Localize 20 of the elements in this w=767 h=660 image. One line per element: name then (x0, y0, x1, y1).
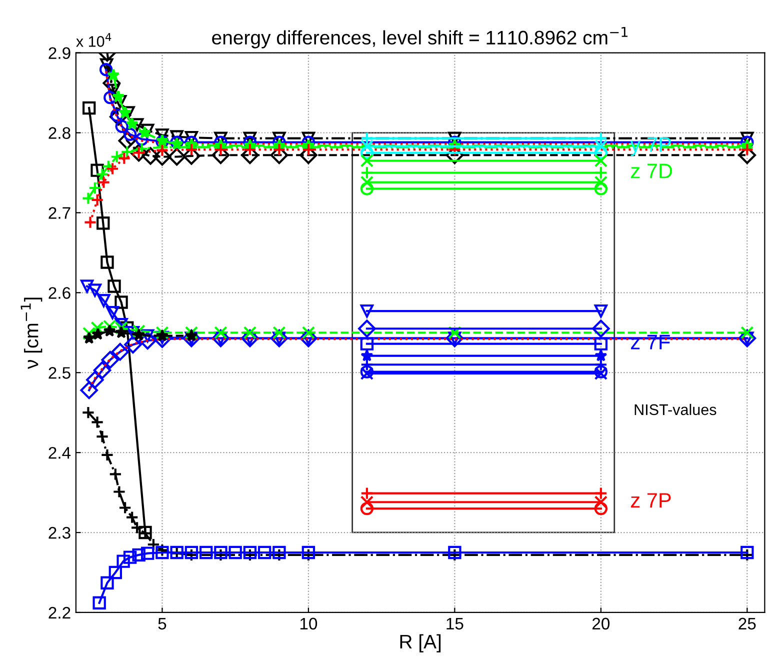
chart-title: energy differences, level shift = 1110.8962 cm$^{−1}$ (212, 26, 628, 48)
y-tick-label: 2.5 (48, 367, 70, 379)
series-label: z 7P (631, 493, 671, 508)
y-tick-label: 2.3 (48, 526, 70, 539)
y-tick-label: 2.7 (48, 207, 70, 219)
annotation: NIST-values (634, 404, 716, 416)
y-tick-label: 2.4 (48, 446, 71, 459)
series-label: z 7D (631, 164, 672, 178)
y-tick-label: 2.2 (48, 606, 70, 619)
x-tick-label: 25 (738, 618, 756, 630)
x-axis-title: R [A] (400, 634, 441, 652)
x-tick-label: 20 (592, 618, 610, 630)
y-tick-label: 2.9 (48, 47, 70, 60)
x-tick-label: 15 (446, 618, 464, 630)
x-tick-label: 10 (300, 618, 318, 630)
y-tick-label: 2.8 (48, 127, 70, 139)
y-tick-label: 2.6 (48, 287, 70, 299)
y-axis-title: ν [cm$^{−1}$] (20, 298, 42, 369)
x-tick-label: 5 (158, 618, 166, 630)
text: x 10$^{4}$ (76, 33, 112, 47)
